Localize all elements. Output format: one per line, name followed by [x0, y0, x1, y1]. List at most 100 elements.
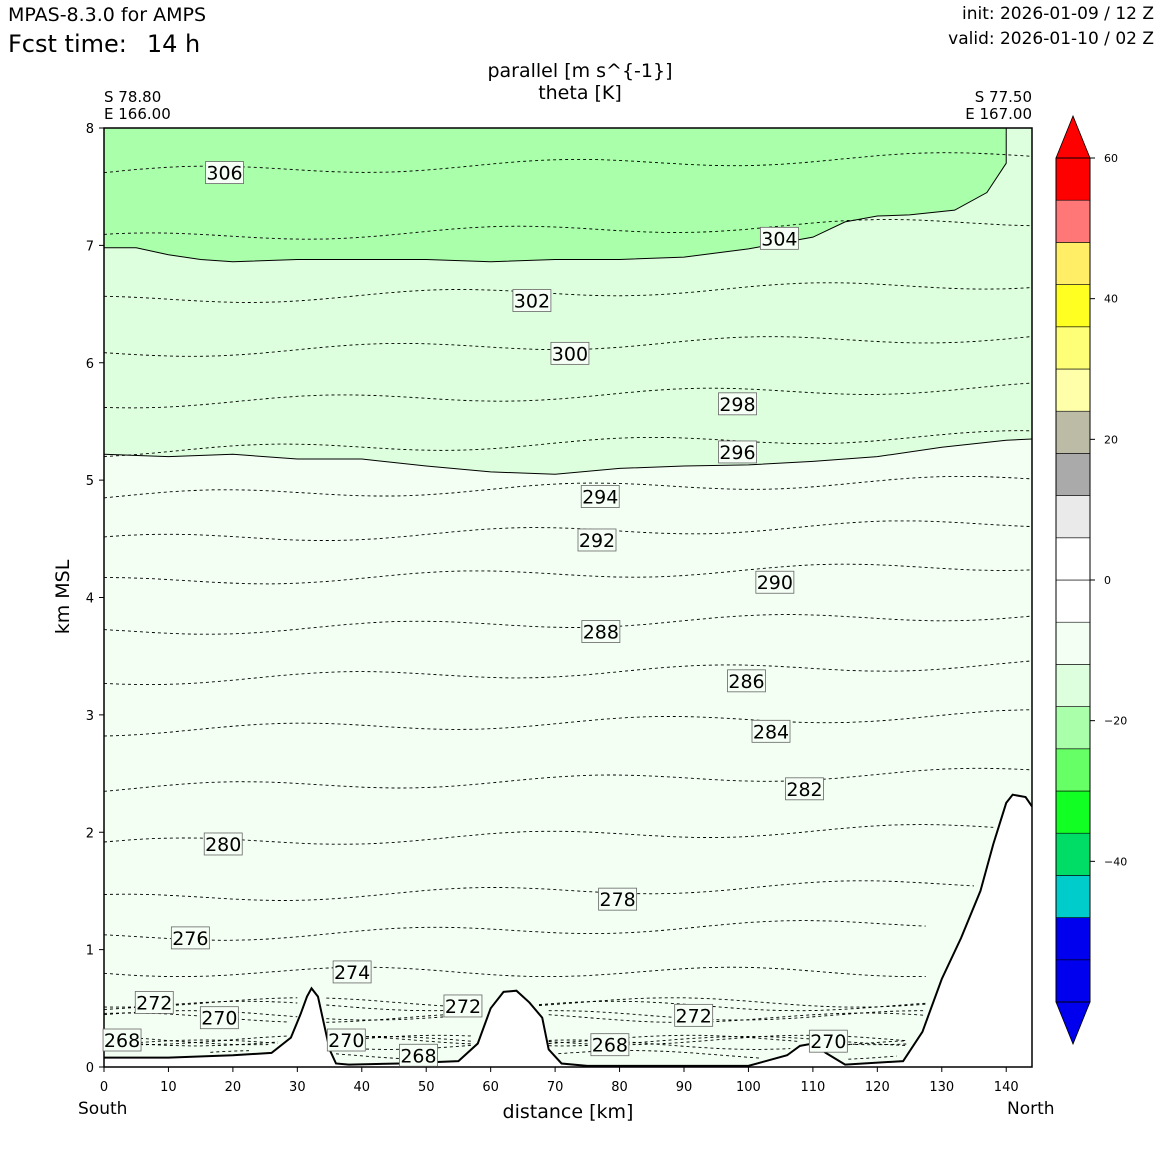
contour-label-text: 300 [552, 343, 588, 365]
colorbar-swatch [1055, 917, 1091, 961]
x-axis-label: distance [km] [503, 1101, 634, 1123]
colorbar-tick-label: 0 [1104, 574, 1111, 587]
contour-label-text: 284 [753, 721, 789, 743]
x-tick-label: 140 [994, 1080, 1019, 1095]
colorbar-swatch [1055, 664, 1091, 707]
theta-contour [104, 880, 975, 901]
contour-label: 274 [332, 960, 372, 984]
theta-contour [104, 614, 1032, 635]
valid-time: valid: 2026-01-10 / 02 Z [948, 29, 1154, 49]
forecast-time: Fcst time: 14 h [8, 32, 200, 56]
colorbar-swatch [1055, 621, 1091, 665]
init-time: init: 2026-01-09 / 12 Z [961, 4, 1154, 24]
contour-label-text: 278 [599, 889, 635, 911]
theta-contour [104, 382, 1032, 409]
contour-label-text: 286 [728, 671, 764, 693]
contour-label: 306 [205, 161, 244, 185]
y-tick-label: 2 [86, 826, 94, 841]
x-tick-label: 0 [100, 1080, 108, 1095]
contour-label-text: 270 [810, 1031, 846, 1053]
colorbar-swatch [1055, 706, 1091, 750]
colorbar-swatch [1055, 959, 1091, 1003]
terrain-fill [104, 794, 1032, 1067]
contour-boundary-top [104, 128, 1007, 263]
colorbar-tick-label: 60 [1104, 152, 1118, 165]
model-title: MPAS-8.3.0 for AMPS [8, 4, 207, 26]
contour-label: 280 [203, 832, 243, 856]
contour-label-text: 268 [104, 1030, 140, 1052]
contour-label-text: 296 [719, 442, 755, 464]
colorbar: −40 −20 0 20 40 60 [1055, 114, 1127, 1046]
colorbar-tick-label: 20 [1104, 433, 1118, 446]
y-tick-label: 5 [86, 474, 94, 489]
contour-label: 268 [399, 1043, 438, 1067]
colorbar-swatch [1055, 790, 1091, 834]
theta-contour [104, 1012, 926, 1023]
y-tick-label: 8 [86, 122, 94, 137]
end-lon: E 167.00 [965, 105, 1032, 123]
start-coordinates: S 78.80 E 166.00 [104, 89, 171, 123]
contour-label-text: 288 [583, 622, 619, 644]
contour-label: 270 [326, 1028, 366, 1052]
chart-title-line1: parallel [m s^{-1}] [487, 60, 673, 82]
x-tick-label: 30 [289, 1080, 306, 1095]
contour-label: 294 [580, 485, 620, 509]
south-label: South [78, 1099, 128, 1119]
theta-contour [104, 824, 994, 845]
colorbar-tick-label: −40 [1104, 855, 1127, 868]
contour-label-text: 268 [400, 1045, 436, 1067]
colorbar-swatch [1055, 832, 1091, 876]
theta-contour [210, 1050, 897, 1060]
north-label: North [1007, 1099, 1055, 1119]
contour-label: 276 [170, 926, 210, 950]
colorbar-swatch [1055, 284, 1091, 328]
forecast-time-value: 14 h [146, 30, 201, 58]
contour-label: 290 [755, 570, 795, 594]
theta-contour [104, 966, 926, 978]
start-lon: E 166.00 [104, 105, 171, 123]
contour-label-text: 292 [579, 530, 615, 552]
contour-label-text: 272 [445, 996, 481, 1018]
contour-label: 268 [590, 1033, 630, 1057]
colorbar-swatch [1055, 157, 1091, 201]
contour-label-text: 294 [582, 487, 618, 509]
contour-label: 304 [759, 226, 799, 250]
chart-title-line2: theta [K] [538, 82, 622, 104]
contour-label: 278 [598, 887, 638, 911]
colorbar-tick-label: −20 [1104, 715, 1127, 728]
colorbar-swatch [1055, 875, 1091, 918]
theta-contour [104, 563, 1032, 585]
contour-label-text: 268 [592, 1035, 628, 1057]
colorbar-swatch [1055, 199, 1091, 243]
colorbar-swatch [1055, 410, 1091, 454]
end-lat: S 77.50 [974, 88, 1032, 106]
theta-contour [104, 219, 1032, 240]
colorbar-swatch [1055, 326, 1091, 370]
y-tick-label: 6 [86, 357, 94, 372]
contour-label-text: 282 [786, 779, 822, 801]
theta-contour [104, 660, 1032, 686]
x-tick-label: 120 [865, 1080, 890, 1095]
contour-label-text: 290 [757, 572, 793, 594]
colorbar-swatch [1055, 748, 1091, 792]
theta-contour [104, 282, 1032, 303]
end-coordinates: S 77.50 E 167.00 [965, 89, 1032, 123]
x-tick-label: 60 [482, 1080, 499, 1095]
contour-label: 300 [550, 341, 590, 365]
colorbar-swatch [1055, 453, 1091, 496]
contour-label: 272 [674, 1003, 714, 1027]
x-tick-label: 10 [160, 1080, 177, 1095]
colorbar-swatch [1055, 537, 1091, 581]
contour-label: 288 [581, 620, 621, 644]
theta-contour [104, 475, 1032, 499]
terrain-outline [104, 793, 1032, 1067]
y-tick-label: 1 [86, 944, 94, 959]
theta-contour [104, 152, 1032, 174]
contour-boundary-middle [104, 438, 1032, 475]
forecast-time-label: Fcst time: [8, 30, 127, 58]
colorbar-swatch [1055, 368, 1091, 412]
contour-label-text: 302 [514, 291, 550, 313]
y-axis-label: km MSL [52, 559, 74, 634]
contour-label: 292 [577, 528, 617, 552]
